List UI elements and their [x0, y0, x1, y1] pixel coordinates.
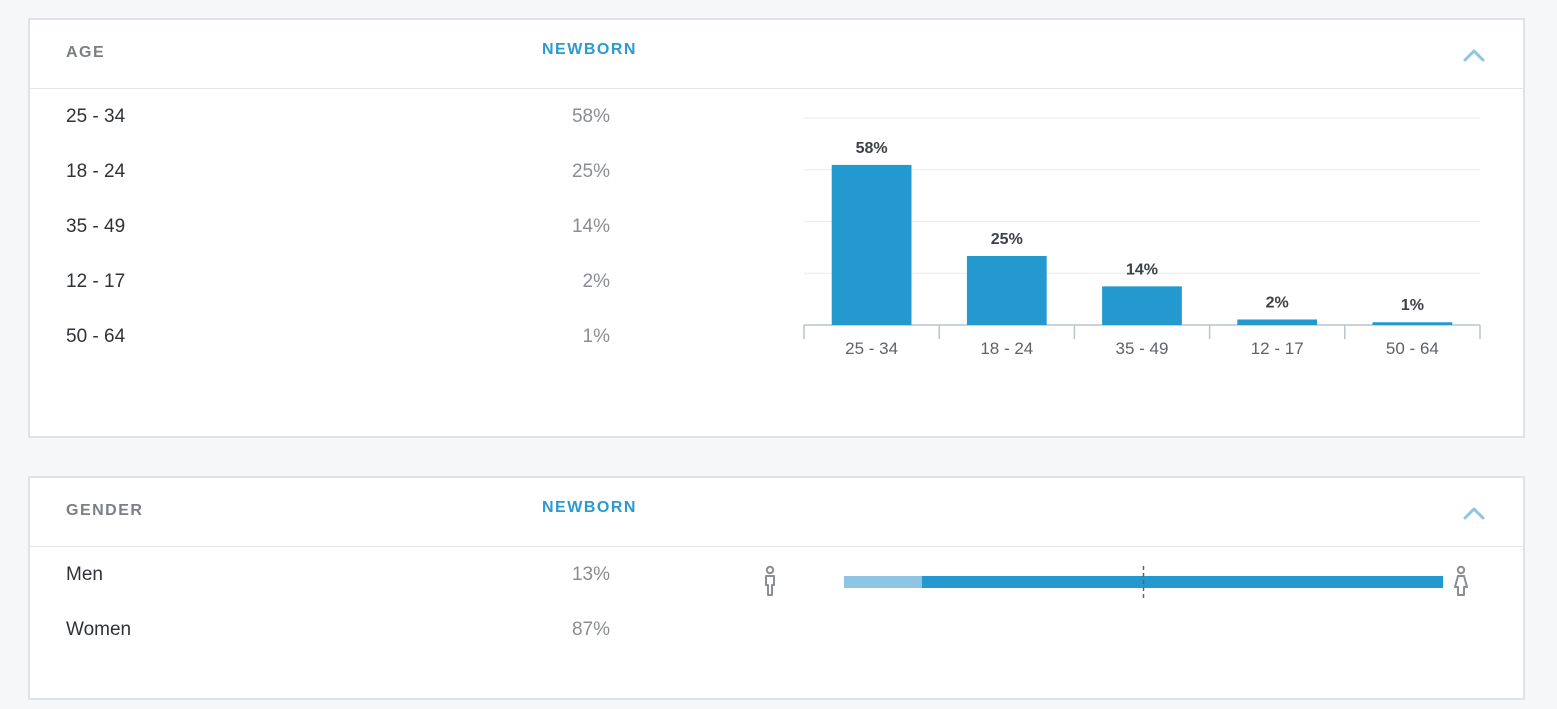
age-panel: AGE NEWBORN 25 - 34 58% 18 - 24 25% 35 -…: [28, 18, 1525, 438]
age-row-label: 35 - 49: [66, 216, 126, 237]
gender-title: GENDER: [66, 502, 144, 519]
gender-row-label: Men: [66, 564, 103, 585]
bar[interactable]: [966, 256, 1047, 325]
x-tick-label: 50 - 64: [1386, 339, 1439, 358]
women-share-bar[interactable]: [921, 576, 1443, 588]
age-segment-label: NEWBORN: [542, 41, 637, 58]
age-row-label: 25 - 34: [66, 106, 126, 127]
chevron-up-icon: [1463, 49, 1485, 62]
gender-collapse-button[interactable]: [1459, 500, 1489, 526]
gender-panel: GENDER NEWBORN Men 13% Women 87%: [28, 476, 1525, 700]
age-row-label: 18 - 24: [66, 161, 126, 182]
age-row-label: 12 - 17: [66, 271, 126, 292]
gender-row-value: 13%: [571, 564, 610, 585]
male-person-icon: [765, 565, 775, 596]
gender-panel-header: GENDER NEWBORN: [30, 478, 1523, 547]
bar[interactable]: [1372, 322, 1453, 325]
bar-data-label: 1%: [1401, 297, 1424, 314]
age-row-value: 14%: [571, 216, 610, 237]
age-row-value: 25%: [571, 161, 610, 182]
gender-segment-label: NEWBORN: [542, 499, 637, 516]
x-tick-label: 18 - 24: [980, 339, 1033, 358]
bar-data-label: 2%: [1266, 294, 1289, 311]
x-tick-label: 25 - 34: [845, 339, 898, 358]
age-collapse-button[interactable]: [1459, 42, 1489, 68]
age-row-value: 2%: [582, 271, 610, 292]
age-row-label: 50 - 64: [66, 326, 126, 347]
age-row-value: 58%: [571, 106, 610, 127]
bar-data-label: 14%: [1126, 261, 1158, 278]
age-panel-header: AGE NEWBORN: [30, 20, 1523, 89]
chevron-up-icon: [1463, 507, 1485, 520]
bar-data-label: 25%: [991, 231, 1023, 248]
bar[interactable]: [1102, 286, 1182, 325]
female-person-icon: [1454, 565, 1468, 596]
gender-split-chart: [765, 565, 1468, 600]
age-row-value: 1%: [582, 326, 610, 347]
bar[interactable]: [831, 164, 912, 325]
x-tick-label: 35 - 49: [1116, 339, 1169, 358]
age-bar-chart: 58% 25 - 34 25% 18 - 24 14% 35 - 49 2% 12 - 17 1…: [803, 117, 1481, 358]
gender-row-value: 87%: [571, 619, 610, 640]
men-share-bar[interactable]: [844, 576, 922, 588]
x-tick-label: 12 - 17: [1251, 339, 1304, 358]
gender-row-label: Women: [66, 619, 132, 640]
bar-data-label: 58%: [856, 140, 888, 157]
bar[interactable]: [1237, 319, 1318, 325]
age-title: AGE: [66, 44, 106, 61]
